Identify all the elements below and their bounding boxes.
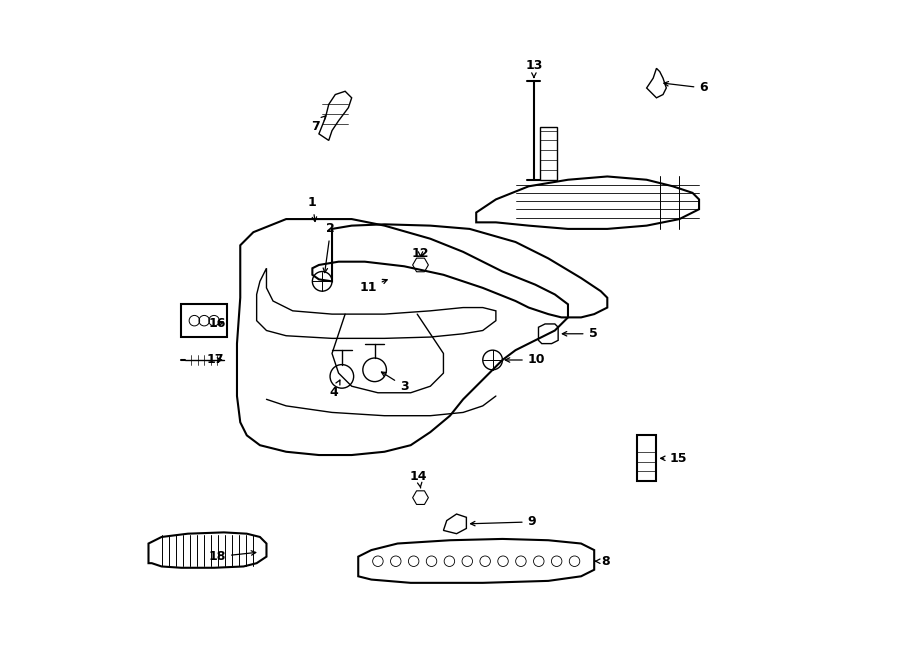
Text: 18: 18 bbox=[209, 550, 256, 563]
Text: 3: 3 bbox=[382, 372, 409, 393]
Bar bbox=[637, 436, 656, 481]
Text: 1: 1 bbox=[308, 196, 317, 221]
Text: 2: 2 bbox=[323, 222, 335, 272]
Text: 6: 6 bbox=[664, 81, 708, 95]
Text: 7: 7 bbox=[311, 116, 326, 132]
Text: 11: 11 bbox=[359, 280, 387, 294]
Text: 5: 5 bbox=[562, 327, 598, 340]
Text: 17: 17 bbox=[207, 354, 224, 366]
Bar bbox=[541, 128, 557, 180]
Text: 14: 14 bbox=[410, 469, 427, 488]
Text: 12: 12 bbox=[412, 247, 429, 260]
Text: 16: 16 bbox=[209, 317, 226, 330]
Text: 13: 13 bbox=[526, 59, 543, 77]
Text: 10: 10 bbox=[505, 354, 545, 366]
Text: 4: 4 bbox=[329, 380, 340, 399]
Text: 15: 15 bbox=[661, 452, 687, 465]
Bar bbox=[181, 304, 227, 337]
Text: 9: 9 bbox=[471, 516, 536, 528]
Text: 8: 8 bbox=[595, 555, 609, 568]
